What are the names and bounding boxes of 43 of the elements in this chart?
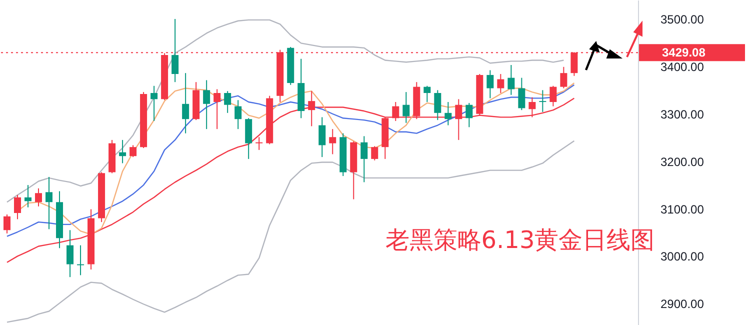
annotation: 老黑策略6.13黄金日线图 — [385, 226, 655, 254]
candlestick — [3, 214, 10, 234]
candlestick — [35, 188, 42, 207]
candlestick — [392, 102, 400, 122]
y-tick-label: 3300.00 — [660, 107, 704, 122]
candlestick — [182, 72, 190, 134]
candlestick — [402, 92, 410, 124]
candlestick — [371, 146, 378, 161]
candlestick — [256, 136, 263, 150]
candlestick — [234, 100, 242, 130]
ref-line-label: 3429.08 — [662, 46, 706, 60]
candlestick — [318, 116, 326, 158]
candlestick — [329, 128, 336, 155]
candlestick — [150, 85, 158, 122]
candlestick — [203, 80, 210, 130]
candlestick — [550, 85, 557, 107]
candlestick — [486, 70, 494, 99]
candlestick — [424, 85, 431, 103]
y-tick-label: 3200.00 — [660, 154, 704, 169]
candlestick — [444, 102, 452, 126]
candlestick — [172, 18, 179, 83]
candlestick — [518, 77, 526, 111]
candlestick — [46, 176, 53, 230]
candlestick — [466, 102, 473, 128]
candlestick — [497, 74, 504, 94]
candlestick — [130, 144, 137, 158]
candlestick — [508, 64, 515, 96]
y-tick-label: 2900.00 — [660, 297, 704, 312]
candlestick — [24, 184, 32, 208]
candlestick — [119, 139, 126, 164]
candlestick — [360, 136, 368, 183]
candlestick — [66, 230, 74, 278]
y-tick-label: 3400.00 — [660, 60, 704, 74]
y-tick-label: 3000.00 — [660, 250, 704, 264]
candlestick — [560, 66, 568, 89]
candlestick — [434, 90, 442, 121]
line-series — [6, 19, 564, 203]
y-tick-label: 3100.00 — [660, 202, 704, 216]
y-tick-label: 3500.00 — [660, 12, 704, 26]
candlestick — [224, 90, 232, 114]
candlestick — [14, 194, 21, 220]
candlestick — [214, 88, 221, 130]
candlestick — [539, 90, 546, 112]
